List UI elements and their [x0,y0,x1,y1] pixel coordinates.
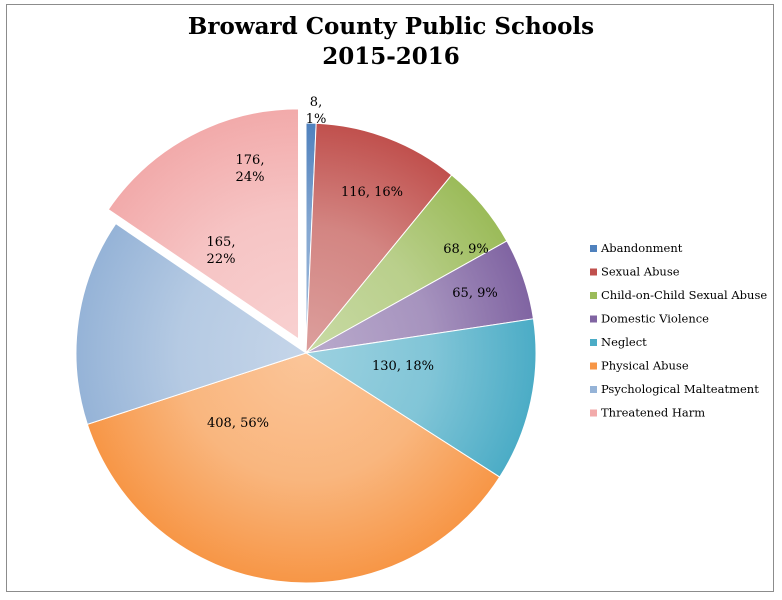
chart-title-line-1: Broward County Public Schools [187,13,595,40]
legend-entry-domestic-violence: Domestic Violence [590,312,709,326]
data-label-neglect: 130, 18% [372,359,434,374]
legend-label: Neglect [601,335,647,349]
pie-slice-psychological-malteatment [75,222,308,425]
legend-label: Domestic Violence [601,312,709,326]
legend-swatch [590,409,597,417]
data-label-sexual-abuse: 116, 16% [341,185,403,200]
pie-slice-physical-abuse [86,352,501,584]
data-label-domestic-violence: 65, 9% [452,286,497,301]
legend-entry-abandonment: Abandonment [590,241,683,255]
data-label-physical-abuse: 408, 56% [207,416,269,431]
legend-swatch [590,339,597,346]
legend-label: Child-on-Child Sexual Abuse [601,288,767,302]
pie-slice-threatened-harm [107,108,300,340]
legend-entry-sexual-abuse: Sexual Abuse [590,265,680,279]
legend-label: Sexual Abuse [601,265,680,279]
legend-label: Physical Abuse [601,359,689,373]
legend-label: Psychological Malteatment [601,382,759,396]
pie-slice-sexual-abuse [305,122,453,355]
data-label-child-on-child-sexual-abuse: 68, 9% [443,242,488,257]
legend-label: Threatened Harm [601,406,705,420]
legend-swatch [590,386,597,393]
data-label-threatened-harm: 176, 24% [236,153,265,185]
legend-swatch [590,315,597,323]
legend-swatch [590,292,597,299]
legend-entry-threatened-harm: Threatened Harm [590,406,705,420]
legend-swatch [590,362,597,370]
legend-label: Abandonment [600,241,683,255]
data-label-psychological-malteatment: 165, 22% [207,235,236,267]
legend-entry-neglect: Neglect [590,335,647,349]
legend-entry-child-on-child-sexual-abuse: Child-on-Child Sexual Abuse [590,288,767,302]
data-label-abandonment: 8, 1% [306,95,327,127]
legend-entry-psychological-malteatment: Psychological Malteatment [590,382,759,396]
chart-title-line-2: 2015-2016 [322,43,460,70]
legend-swatch [590,245,597,252]
legend-swatch [590,268,597,276]
chart-title: Broward County Public Schools 2015-2016 [0,12,782,72]
legend-entry-physical-abuse: Physical Abuse [590,359,689,373]
pie-slice-neglect [304,318,537,478]
